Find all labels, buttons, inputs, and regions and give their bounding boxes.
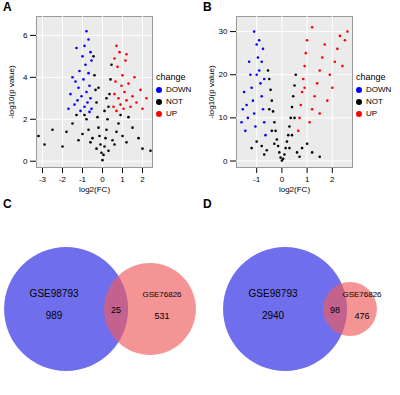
html-text:change: change xyxy=(156,72,186,82)
html-text:B: B xyxy=(203,0,212,14)
svg-text:531: 531 xyxy=(154,311,169,321)
html-text:UP: UP xyxy=(166,109,178,118)
html-text:NOT: NOT xyxy=(166,97,183,106)
svg-text:1: 1 xyxy=(120,175,125,184)
html-text:change: change xyxy=(356,72,386,82)
svg-text:2: 2 xyxy=(330,175,335,184)
svg-text:0: 0 xyxy=(223,157,228,166)
svg-text:-log10(p value): -log10(p value) xyxy=(207,65,216,119)
svg-text:4: 4 xyxy=(23,73,28,82)
html-text:DOWN: DOWN xyxy=(166,85,192,94)
svg-text:0: 0 xyxy=(23,157,28,166)
svg-text:-1: -1 xyxy=(253,175,261,184)
svg-text:log2(FC): log2(FC) xyxy=(79,185,110,194)
html-text:A: A xyxy=(3,0,12,14)
html-text:UP: UP xyxy=(366,109,378,118)
html-text:D: D xyxy=(203,197,212,211)
svg-text:2: 2 xyxy=(140,175,145,184)
html-text:NOT: NOT xyxy=(366,97,383,106)
html-text:C: C xyxy=(3,197,12,211)
svg-text:GSE76826: GSE76826 xyxy=(342,290,382,299)
svg-text:GSE76826: GSE76826 xyxy=(142,290,182,299)
svg-text:-1: -1 xyxy=(79,175,87,184)
svg-text:log2(FC): log2(FC) xyxy=(279,185,310,194)
svg-text:476: 476 xyxy=(354,311,369,321)
html-text:DOWN: DOWN xyxy=(366,85,392,94)
svg-text:GSE98793: GSE98793 xyxy=(249,288,298,299)
svg-text:-2: -2 xyxy=(59,175,67,184)
svg-text:GSE98793: GSE98793 xyxy=(30,288,79,299)
svg-text:30: 30 xyxy=(219,27,228,36)
svg-text:-log10(p value): -log10(p value) xyxy=(7,65,16,119)
svg-text:989: 989 xyxy=(46,310,63,321)
svg-text:20: 20 xyxy=(219,70,228,79)
svg-text:1: 1 xyxy=(305,175,310,184)
svg-text:98: 98 xyxy=(330,305,340,315)
svg-text:-3: -3 xyxy=(39,175,47,184)
svg-text:0: 0 xyxy=(280,175,285,184)
svg-text:0: 0 xyxy=(100,175,105,184)
svg-text:6: 6 xyxy=(23,31,28,40)
svg-text:2: 2 xyxy=(23,115,28,124)
svg-text:10: 10 xyxy=(219,113,228,122)
svg-text:2940: 2940 xyxy=(262,310,285,321)
svg-text:25: 25 xyxy=(111,305,121,315)
